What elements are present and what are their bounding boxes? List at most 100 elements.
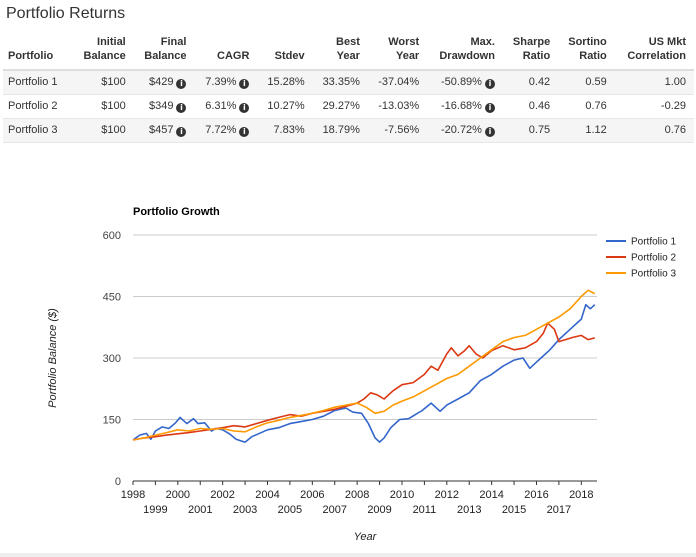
table-row: Portfolio 2 $100 $349 i 6.31% i 10.27% 29.27% -1…	[3, 94, 694, 119]
bottom-divider	[0, 553, 696, 557]
cell-portfolio-value: Portfolio 1	[8, 76, 58, 88]
cell-cagr-value: 7.39%	[205, 76, 237, 88]
cell-worst: -13.03%	[367, 94, 428, 119]
info-icon[interactable]: i	[484, 79, 495, 89]
info-icon[interactable]: i	[484, 103, 495, 113]
cell-initial: $100	[73, 118, 134, 143]
info-icon[interactable]: i	[239, 79, 250, 89]
cell-sortino: 0.59	[558, 70, 615, 95]
column-header: Initial Balance	[73, 33, 134, 71]
column-header-line-1: Best	[336, 36, 360, 48]
info-icon[interactable]: i	[239, 127, 250, 137]
cell-worst-value: -37.04%	[378, 76, 420, 88]
info-icon[interactable]: i	[239, 103, 250, 113]
column-header-line-1: Initial	[97, 36, 126, 48]
cell-maxdd-value: -20.72%	[440, 124, 482, 136]
table-body: Portfolio 1 $100 $429 i 7.39% i 15.28% 33.35% -3…	[3, 70, 694, 143]
cell-final: $349 i	[133, 94, 195, 119]
info-icon[interactable]: i	[176, 127, 187, 137]
table-header-row: Portfolio Initial Balance Final Balance CAGR S…	[3, 33, 694, 71]
cell-worst-value: -7.56%	[384, 124, 420, 136]
legend-label: Portfolio 2	[631, 253, 676, 264]
cell-cagr: 6.31% i	[194, 94, 258, 119]
y-axis-label: Portfolio Balance ($)	[47, 308, 59, 408]
x-tick-label: 2008	[345, 489, 369, 501]
cell-sharpe-value: 0.42	[528, 76, 551, 88]
cell-maxdd: -20.72% i	[427, 118, 503, 143]
cell-corr-value: 1.00	[664, 76, 686, 88]
cell-maxdd-value: -50.89%	[440, 76, 482, 88]
column-header-line-2: Portfolio	[8, 50, 54, 62]
cell-sortino-value: 1.12	[585, 124, 607, 136]
cell-initial: $100	[73, 70, 134, 95]
column-header-line-2: Balance	[144, 50, 187, 62]
cell-stdev-value: 15.28%	[267, 76, 305, 88]
cell-portfolio: Portfolio 2	[3, 94, 74, 119]
cell-final-value: $349	[148, 100, 174, 112]
cell-sharpe-value: 0.75	[528, 124, 551, 136]
cell-stdev-value: 10.27%	[267, 100, 305, 112]
column-header-line-1: Worst	[388, 36, 420, 48]
series-line-portfolio-2	[132, 322, 595, 441]
x-tick-label: 2002	[210, 489, 234, 501]
x-tick-label: 2004	[255, 489, 279, 501]
column-header-line-2: Stdev	[274, 50, 305, 62]
y-tick-label: 150	[103, 415, 121, 427]
x-tick-label: 2013	[457, 504, 481, 516]
cell-best: 33.35%	[312, 70, 368, 95]
column-header-line-2: Correlation	[627, 50, 686, 62]
cell-initial-value: $100	[101, 76, 126, 88]
column-header-line-2: Ratio	[579, 50, 607, 62]
cell-final: $429 i	[133, 70, 195, 95]
column-header: Max. Drawdown	[427, 33, 503, 71]
cell-portfolio: Portfolio 1	[3, 70, 74, 95]
column-header: Sortino Ratio	[558, 33, 615, 71]
cell-portfolio-value: Portfolio 3	[8, 124, 58, 136]
cell-sharpe: 0.46	[502, 94, 559, 119]
cell-stdev-value: 7.83%	[273, 124, 305, 136]
x-tick-label: 2011	[413, 504, 437, 516]
info-icon[interactable]: i	[484, 127, 495, 137]
column-header-line-2: Drawdown	[439, 50, 495, 62]
portfolio-growth-chart: Portfolio Growth 0 150 300 450 600 1998 1999 200…	[0, 195, 696, 557]
cell-worst: -37.04%	[367, 70, 428, 95]
y-tick-label: 300	[103, 353, 121, 365]
returns-table: Portfolio Initial Balance Final Balance CAGR S…	[3, 33, 694, 143]
column-header-line-1: US Mkt	[648, 36, 686, 48]
cell-sharpe-value: 0.46	[528, 100, 551, 112]
cell-best: 18.79%	[312, 118, 368, 143]
cell-sortino: 1.12	[558, 118, 615, 143]
chart-title: Portfolio Growth	[133, 206, 220, 218]
section-title: Portfolio Returns	[6, 5, 126, 22]
series-line-portfolio-3	[132, 289, 596, 441]
cell-best-value: 33.35%	[322, 76, 360, 88]
x-tick-label: 2014	[479, 489, 503, 501]
x-tick-label: 2000	[166, 489, 190, 501]
cell-maxdd-value: -16.68%	[440, 100, 482, 112]
info-icon[interactable]: i	[176, 103, 187, 113]
column-header: Portfolio	[3, 33, 74, 71]
cell-final: $457 i	[133, 118, 195, 143]
column-header-line-2: Year	[395, 50, 420, 62]
cell-portfolio-value: Portfolio 2	[8, 100, 58, 112]
info-icon[interactable]: i	[176, 79, 187, 89]
cell-sharpe: 0.75	[502, 118, 559, 143]
cell-sortino: 0.76	[558, 94, 615, 119]
column-header-line-1: Sortino	[568, 36, 607, 48]
cell-best-value: 29.27%	[322, 100, 360, 112]
x-tick-label: 2003	[233, 504, 257, 516]
column-header-line-1: Max.	[470, 36, 495, 48]
cell-best-value: 18.79%	[322, 124, 360, 136]
cell-initial: $100	[73, 94, 134, 119]
x-tick-label: 2015	[502, 504, 526, 516]
cell-stdev: 10.27%	[257, 94, 313, 119]
column-header-line-2: Year	[336, 50, 360, 62]
x-tick-label: 2018	[569, 489, 593, 501]
column-header: Sharpe Ratio	[502, 33, 559, 71]
column-header: Stdev	[257, 33, 313, 71]
x-tick-label: 2016	[524, 489, 548, 501]
cell-cagr-value: 7.72%	[205, 124, 237, 136]
series-line-portfolio-1	[132, 303, 596, 443]
x-tick-label: 2006	[300, 489, 324, 501]
x-tick-label: 2017	[547, 504, 571, 516]
